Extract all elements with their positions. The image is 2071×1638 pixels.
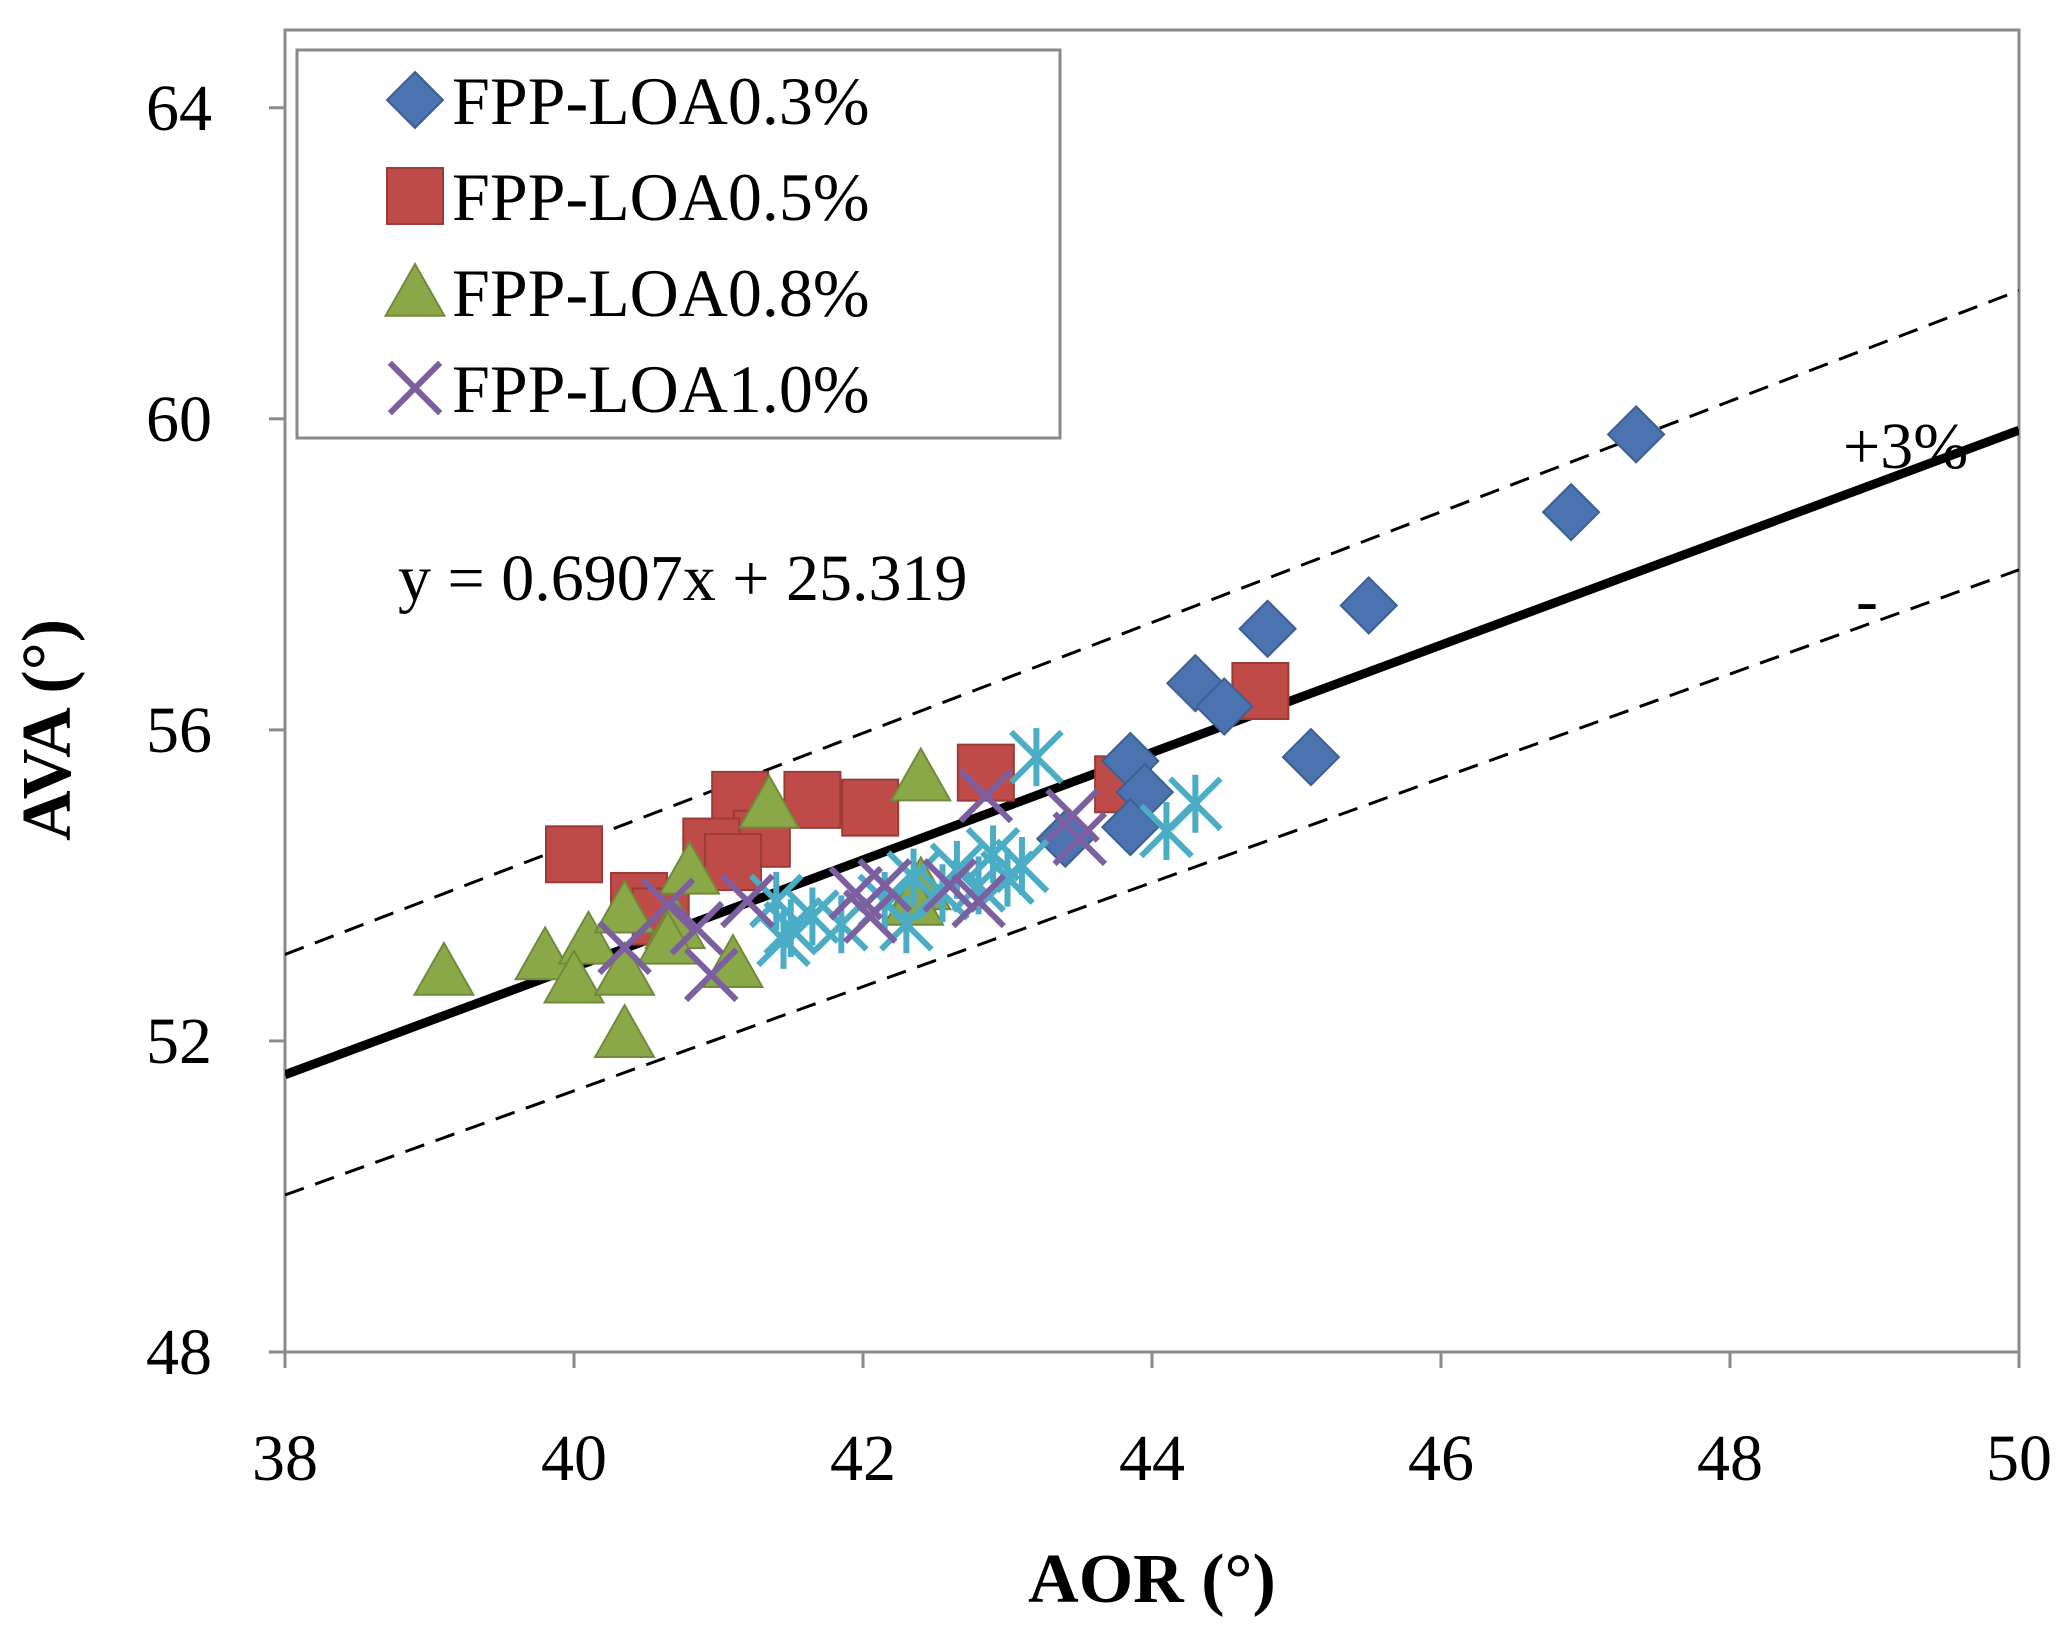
data-point-diamond [1194,677,1254,736]
x-stroke-b [640,877,696,933]
x-stroke-b [1045,788,1100,843]
legend-item: FPP-LOA0.8% [383,255,870,331]
data-point-triangle [593,878,656,934]
data-point-x [951,873,1006,929]
y-tick-label: 60 [146,383,212,456]
data-point-square [956,743,1015,802]
data-point-x [857,858,912,913]
data-point-diamond [1238,599,1298,659]
x-stroke-b [669,900,725,956]
points-group [412,404,1666,1058]
x-tick-label: 42 [830,1422,896,1495]
x-stroke-b [683,947,739,1003]
legend-item: FPP-LOA1.0% [387,351,870,427]
lower-bound-line [285,568,2019,1197]
legend: FPP-LOA0.3% FPP-LOA0.5% FPP-LOA0.8% FPP-LOA… [295,48,1062,440]
data-point-diamond [1541,482,1601,542]
data-point-triangle [593,940,656,996]
labels-group: y = 0.6907x + 25.319 +3% - [398,410,1968,637]
x-tick-label: 46 [1408,1422,1474,1495]
legend-label: FPP-LOA0.3% [452,63,870,139]
data-point-triangle [513,925,577,981]
x-tick-label: 48 [1697,1422,1763,1495]
x-tick-label: 40 [541,1422,607,1495]
trendline-equation: y = 0.6907x + 25.319 [398,542,967,615]
data-point-diamond [385,70,445,130]
data-point-x [720,873,775,929]
x-stroke-b [387,360,443,416]
upper-bound-line [285,289,2019,956]
series-fpp-loa0-3- [1035,404,1666,869]
x-stroke-b [958,768,1014,824]
data-point-diamond [1281,727,1341,787]
data-point-diamond [1606,404,1666,464]
data-point-triangle [889,746,952,802]
data-point-triangle [593,1003,656,1058]
data-point-square [703,833,762,892]
data-point-x [683,947,739,1003]
data-point-asterisk [1009,728,1064,787]
legend-label: FPP-LOA0.5% [452,159,870,235]
data-point-triangle [658,839,721,895]
data-point-triangle [737,773,801,829]
y-tick-label: 64 [146,72,212,145]
upper-bound-label: +3% [1843,410,1968,483]
y-tick-label: 52 [146,1005,212,1078]
data-point-triangle [542,948,606,1004]
data-point-x [387,360,443,416]
x-stroke-b [951,873,1006,929]
x-stroke-b [857,858,912,913]
data-point-x [922,858,978,913]
data-point-triangle [701,933,765,988]
data-point-diamond [1339,576,1399,635]
lower-bound-label: - [1856,564,1878,637]
x-stroke-b [597,920,652,975]
x-stroke-b [1052,811,1108,867]
data-point-square [841,778,900,837]
legend-item: FPP-LOA0.3% [385,63,870,139]
data-point-square [545,825,603,884]
axes-group: 38 40 42 44 46 48 50 48 52 56 60 64 AOR (°) AVA (°) [9,28,2052,1618]
legend-label: FPP-LOA1.0% [452,351,870,427]
data-point-x [669,900,725,956]
series-fpp-loa1-0- [597,768,1108,1003]
data-point-x [958,768,1014,824]
data-point-triangle [636,909,700,965]
data-point-triangle [383,261,447,317]
x-tick-label: 38 [252,1422,318,1495]
x-stroke-b [922,858,978,913]
legend-label: FPP-LOA0.8% [452,255,870,331]
data-point-x [597,920,652,975]
x-axis-title: AOR (°) [1028,1541,1276,1618]
data-point-asterisk [994,836,1050,895]
y-tick-label: 48 [146,1316,212,1389]
data-point-x [1052,811,1108,867]
legend-item: FPP-LOA0.5% [386,159,870,235]
data-point-triangle [412,940,476,996]
x-tick-label: 44 [1119,1422,1185,1495]
y-tick-label: 56 [146,694,212,767]
data-point-x [640,877,696,933]
data-point-x [842,889,898,944]
data-point-square [783,770,842,829]
x-stroke-b [720,873,775,929]
y-axis-title: AVA (°) [9,619,86,841]
data-point-square [386,167,444,225]
data-point-asterisk [1168,774,1223,833]
x-tick-label: 50 [1986,1422,2052,1495]
x-stroke-b [842,889,898,944]
